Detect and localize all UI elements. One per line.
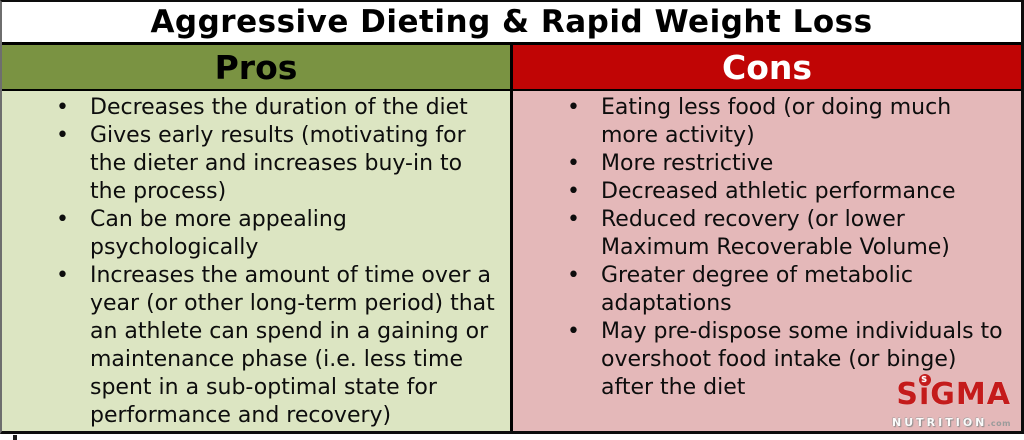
logo-tld: .com bbox=[987, 419, 1011, 428]
list-item: • Eating less food (or doing much more ac… bbox=[513, 94, 1021, 150]
pros-column-header: Pros bbox=[2, 45, 513, 89]
logo-letter-s: S bbox=[896, 377, 919, 412]
list-item-text: Eating less food (or doing much more act… bbox=[601, 95, 952, 148]
bullet-icon: • bbox=[56, 263, 69, 288]
list-item: • Decreased athletic performance bbox=[513, 178, 1021, 206]
bullet-icon: • bbox=[567, 319, 580, 344]
list-item-text: Reduced recovery (or lower Maximum Recov… bbox=[601, 207, 950, 260]
pros-column-body: • Decreases the duration of the diet • Give… bbox=[2, 91, 513, 431]
list-item: • May pre-dispose some individuals to ove… bbox=[513, 318, 1021, 402]
list-item-text: More restrictive bbox=[601, 151, 774, 176]
bullet-icon: • bbox=[567, 151, 580, 176]
pros-list: • Decreases the duration of the diet • Give… bbox=[2, 94, 510, 430]
list-item: • Gives early results (motivating for the… bbox=[2, 122, 510, 206]
bullet-icon: • bbox=[567, 263, 580, 288]
bullet-icon: • bbox=[56, 123, 69, 148]
bullet-icon: • bbox=[56, 207, 69, 232]
list-item: • Can be more appealing psychologically bbox=[2, 206, 510, 262]
list-item-text: May pre-dispose some individuals to over… bbox=[601, 319, 1003, 400]
cons-column-header: Cons bbox=[513, 45, 1021, 89]
list-item-text: Gives early results (motivating for the … bbox=[90, 123, 466, 204]
list-item: • Greater degree of metabolic adaptations bbox=[513, 262, 1021, 318]
list-item: • More restrictive bbox=[513, 150, 1021, 178]
sigma-dot-icon: S bbox=[918, 374, 931, 386]
list-item-text: Greater degree of metabolic adaptations bbox=[601, 263, 913, 316]
table-body: • Decreases the duration of the diet • Give… bbox=[2, 91, 1021, 431]
sigma-dot-letter: S bbox=[921, 375, 929, 384]
logo-brand-text: Si S GMA bbox=[892, 374, 1011, 412]
logo-subtitle-row: NUTRITION.com bbox=[892, 413, 1011, 429]
bullet-icon: • bbox=[567, 179, 580, 204]
page-title: Aggressive Dieting & Rapid Weight Loss bbox=[150, 4, 873, 40]
list-item: • Increases the amount of time over a yea… bbox=[2, 262, 510, 430]
list-item: • Reduced recovery (or lower Maximum Reco… bbox=[513, 206, 1021, 262]
stray-mark-artifact bbox=[13, 435, 17, 440]
bullet-icon: • bbox=[567, 207, 580, 232]
list-item-text: Decreases the duration of the diet bbox=[90, 95, 468, 120]
list-item-text: Can be more appealing psychologically bbox=[90, 207, 347, 260]
list-item-text: Decreased athletic performance bbox=[601, 179, 956, 204]
title-bar: Aggressive Dieting & Rapid Weight Loss bbox=[2, 2, 1021, 45]
cons-column-body: • Eating less food (or doing much more ac… bbox=[513, 91, 1021, 431]
bullet-icon: • bbox=[56, 95, 69, 120]
list-item: • Decreases the duration of the diet bbox=[2, 94, 510, 122]
bullet-icon: • bbox=[567, 95, 580, 120]
list-item-text: Increases the amount of time over a year… bbox=[90, 263, 495, 428]
sigma-nutrition-logo: Si S GMA NUTRITION.com bbox=[892, 374, 1011, 429]
column-headers: Pros Cons bbox=[2, 45, 1021, 91]
cons-list: • Eating less food (or doing much more ac… bbox=[513, 94, 1021, 402]
logo-subtitle: NUTRITION bbox=[892, 416, 988, 429]
logo-letters-gma: GMA bbox=[930, 377, 1011, 412]
